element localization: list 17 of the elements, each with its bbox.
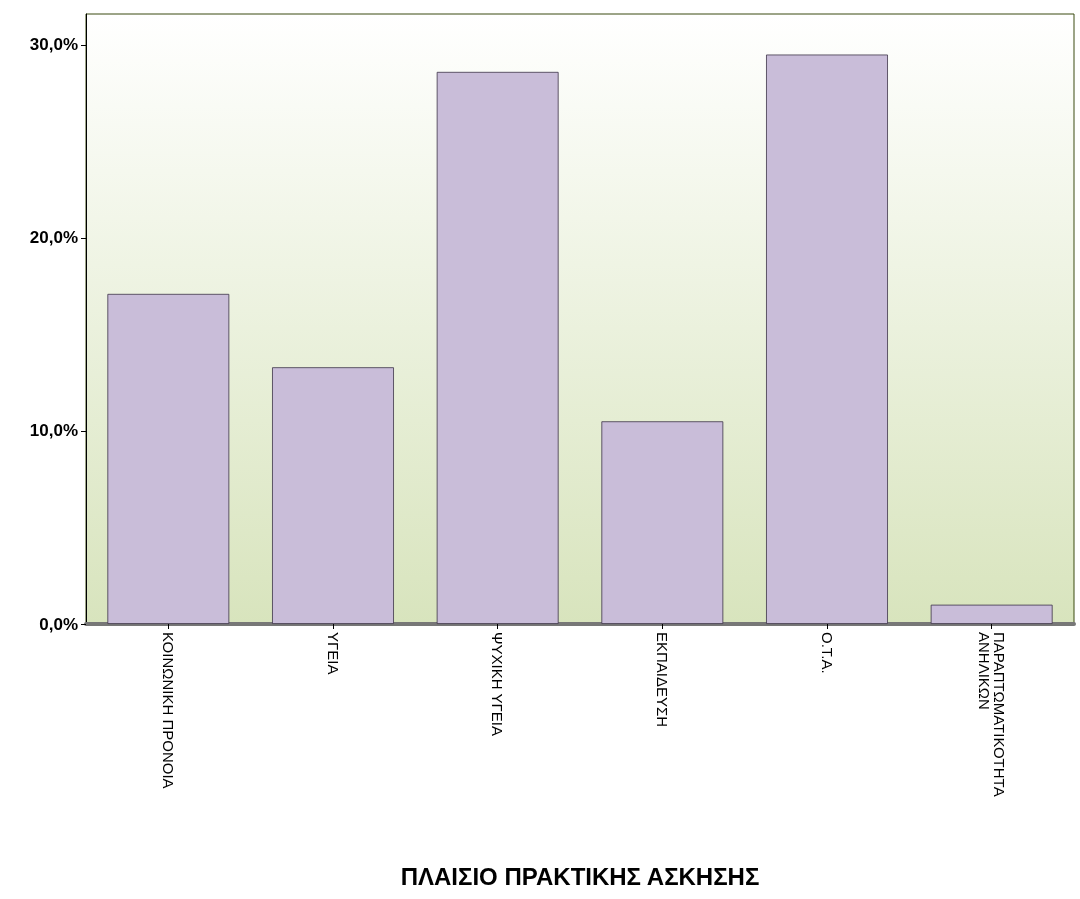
x-axis-title: ΠΛΑΙΣΙΟ ΠΡΑΚΤΙΚΗΣ ΑΣΚΗΣΗΣ xyxy=(400,862,760,890)
x-tick-label: Ο.Τ.Α. xyxy=(818,632,836,674)
x-tick-label: ΚΟΙΝΩΝΙΚΗ ΠΡΟΝΟΙΑ xyxy=(159,632,177,789)
bar xyxy=(930,604,1053,624)
x-tick-label: ΥΓΕΙΑ xyxy=(324,632,342,675)
bar xyxy=(107,293,230,624)
bar xyxy=(601,421,724,624)
y-tick-label: 30,0% xyxy=(29,35,78,55)
bar xyxy=(766,54,888,624)
bar xyxy=(272,367,394,624)
x-tick-label: ΠΑΡΑΠΤΩΜΑΤΙΚΟΤΗΤΑ ΑΝΗΛΙΚΩΝ xyxy=(975,632,1008,797)
y-tick-label: 0,0% xyxy=(39,614,78,634)
x-tick-label: ΕΚΠΑΙΔΕΥΣΗ xyxy=(653,632,671,728)
y-tick-label: 20,0% xyxy=(29,228,78,248)
y-tick-label: 10,0% xyxy=(29,421,78,441)
bar xyxy=(436,71,559,624)
x-tick-label: ΨΥΧΙΚΗ ΥΓΕΙΑ xyxy=(489,632,507,736)
